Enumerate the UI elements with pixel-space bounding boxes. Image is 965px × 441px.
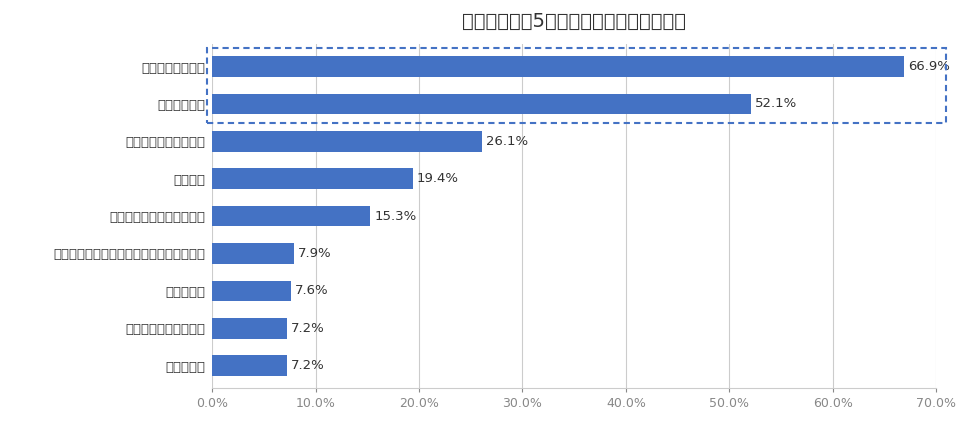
Text: 7.9%: 7.9% bbox=[298, 247, 332, 260]
Text: 7.2%: 7.2% bbox=[290, 322, 324, 335]
Text: 7.6%: 7.6% bbox=[295, 284, 329, 297]
Bar bbox=[212, 280, 290, 301]
Bar bbox=[212, 56, 904, 77]
Bar bbox=[212, 93, 751, 114]
Text: 26.1%: 26.1% bbox=[486, 135, 529, 148]
Text: 52.1%: 52.1% bbox=[755, 97, 797, 110]
Title: 新型コロナが5類移行後も変わらない行動: 新型コロナが5類移行後も変わらない行動 bbox=[462, 12, 686, 31]
Text: 15.3%: 15.3% bbox=[374, 209, 417, 223]
Bar bbox=[212, 131, 483, 152]
Bar bbox=[212, 206, 371, 226]
Bar bbox=[212, 318, 287, 339]
Text: 7.2%: 7.2% bbox=[290, 359, 324, 372]
Bar bbox=[212, 355, 287, 376]
Bar bbox=[212, 243, 294, 264]
Text: 19.4%: 19.4% bbox=[417, 172, 459, 185]
Bar bbox=[212, 168, 413, 189]
Text: 66.9%: 66.9% bbox=[908, 60, 950, 73]
